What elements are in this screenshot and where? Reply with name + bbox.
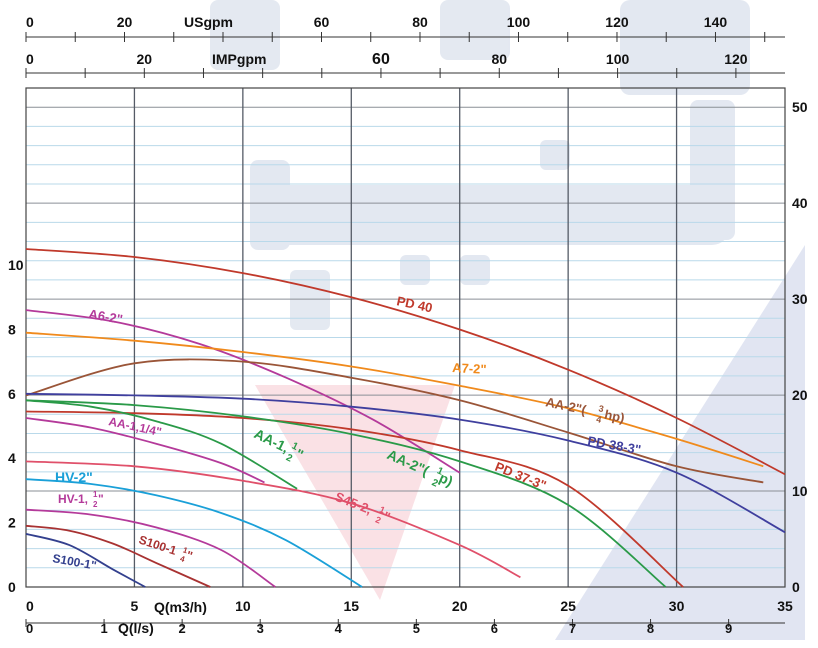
ls-tick-label: 9 xyxy=(725,621,732,636)
y-left-tick-label: 2 xyxy=(8,515,16,531)
usgpm-tick-label: 0 xyxy=(26,14,34,30)
m3h-tick-label: 20 xyxy=(452,598,468,614)
usgpm-tick-label: 80 xyxy=(412,14,428,30)
watermark-logo-shapes xyxy=(210,0,750,330)
impgpm-unit-label: IMPgpm xyxy=(212,51,266,67)
label-hv112-end: " xyxy=(98,492,104,506)
usgpm-tick-label: 20 xyxy=(117,14,133,30)
label-pd38: PD 38-3" xyxy=(586,433,642,457)
label-hv2: HV-2" xyxy=(55,469,93,485)
m3h-tick-label: 15 xyxy=(343,598,359,614)
y-right-tick-label: 40 xyxy=(792,195,808,211)
label-s100114-num: 1 xyxy=(182,545,190,555)
y-left-tick-label: 8 xyxy=(8,321,16,337)
m3h-tick-label: 30 xyxy=(669,598,685,614)
ls-tick-label: 5 xyxy=(413,621,420,636)
label-s100114-main: S100-1 xyxy=(137,533,178,558)
usgpm-tick-label: 60 xyxy=(314,14,330,30)
label-aa2-12p-den: 2 xyxy=(430,477,440,489)
curve-hv-2 xyxy=(25,478,363,588)
ls-tick-label: 7 xyxy=(569,621,576,636)
m3h-tick-label: 35 xyxy=(777,598,793,614)
watermark-blue-triangle xyxy=(555,245,805,640)
y-left-tick-label: 10 xyxy=(8,257,24,273)
x-axis-title-m3h: Q(m3/h) xyxy=(154,599,207,615)
label-hv112-main: HV-1, xyxy=(58,492,88,506)
m3h-tick-label: 25 xyxy=(560,598,576,614)
label-aa2-12p-num: 1 xyxy=(435,465,445,477)
curve-s100-1-1-4 xyxy=(25,524,211,588)
impgpm-tick-label: 60 xyxy=(372,51,390,68)
ls-tick-label: 8 xyxy=(647,621,654,636)
curve-pd-40 xyxy=(25,248,786,476)
curve-a7-2 xyxy=(25,331,764,468)
label-s100114-den: 4 xyxy=(179,554,187,564)
label-s45-num: 1 xyxy=(378,504,386,515)
label-s1001: S100-1" xyxy=(51,551,97,572)
usgpm-tick-label: 140 xyxy=(704,14,728,30)
label-hv112-num: 1 xyxy=(93,490,98,499)
curves xyxy=(25,248,786,588)
label-s45-end: " xyxy=(381,508,392,524)
ls-tick-label: 1 xyxy=(100,621,107,636)
plot-frame xyxy=(25,87,786,588)
y-left-tick-label: 0 xyxy=(8,579,16,595)
curve-aa-2-3-4hp xyxy=(25,358,764,484)
ls-tick-label: 6 xyxy=(491,621,498,636)
y-left-tick-label: 6 xyxy=(8,386,16,402)
y-right-tick-label: 50 xyxy=(792,99,808,115)
usgpm-tick-label: 100 xyxy=(507,14,531,30)
y-right-tick-label: 0 xyxy=(792,579,800,595)
label-a7: A7-2" xyxy=(452,360,487,377)
label-s45-den: 2 xyxy=(374,514,382,525)
impgpm-tick-label: 120 xyxy=(724,51,748,67)
label-hv112-den: 2 xyxy=(93,500,98,509)
label-pd40: PD 40 xyxy=(395,293,433,315)
y-right-tick-label: 10 xyxy=(792,483,808,499)
ls-tick-label: 2 xyxy=(179,621,186,636)
m3h-tick-label: 5 xyxy=(131,598,139,614)
impgpm-tick-label: 0 xyxy=(26,51,34,67)
curve-aa-1-1-4 xyxy=(25,417,265,484)
m3h-tick-label: 0 xyxy=(26,598,34,614)
label-aa112-den: 2 xyxy=(284,452,294,465)
curve-s100-1 xyxy=(25,533,146,588)
grid xyxy=(25,87,786,588)
ls-tick-label: 0 xyxy=(26,621,33,636)
curve-pd-37-3 xyxy=(25,410,684,588)
impgpm-tick-label: 100 xyxy=(606,51,630,67)
label-aa2-12p-end: p) xyxy=(437,469,456,489)
curve-aa-2-1-2-p xyxy=(25,399,667,588)
impgpm-tick-label: 80 xyxy=(491,51,507,67)
label-aa2-34hp-end: hp) xyxy=(603,407,626,426)
background-watermark xyxy=(210,0,805,640)
ls-tick-label: 3 xyxy=(257,621,264,636)
label-aa2-34hp-den: 4 xyxy=(595,414,602,425)
m3h-tick-label: 10 xyxy=(235,598,251,614)
curve-aa-1-1-2 xyxy=(25,399,298,490)
ls-tick-label: 4 xyxy=(335,621,343,636)
label-a6: A6-2" xyxy=(87,306,123,327)
y-right-tick-label: 30 xyxy=(792,291,808,307)
curve-pd-38-3 xyxy=(25,392,786,534)
label-s100114-end: " xyxy=(185,548,195,563)
label-aa2-34hp: AA-2"( 3 4 hp) xyxy=(544,394,626,426)
curve-s45-2-1-2 xyxy=(25,460,521,579)
label-hv112: HV-1, 1 2 " xyxy=(58,490,104,509)
label-aa112-num: 1 xyxy=(290,441,300,454)
usgpm-tick-label: 120 xyxy=(605,14,629,30)
impgpm-tick-label: 20 xyxy=(137,51,153,67)
usgpm-unit-label: USgpm xyxy=(184,14,233,30)
y-left-tick-label: 4 xyxy=(8,450,16,466)
label-aa2-34hp-num: 3 xyxy=(598,403,605,414)
label-aa114: AA-1,1/4" xyxy=(107,414,162,439)
curve-hv-1-1-2 xyxy=(25,508,276,588)
x-axis-title-ls: Q(l/s) xyxy=(118,620,154,636)
y-right-tick-label: 20 xyxy=(792,387,808,403)
